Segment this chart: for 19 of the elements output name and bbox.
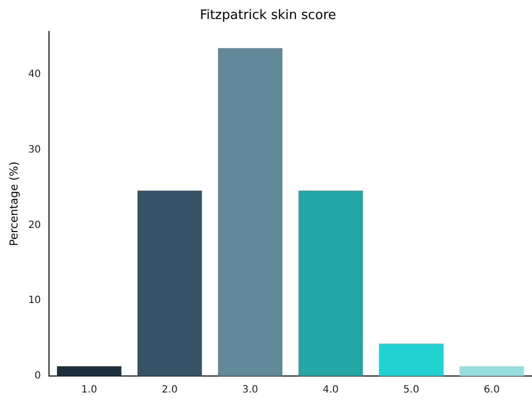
y-tick-label: 20 [28,220,41,231]
x-tick-label: 2.0 [162,384,178,396]
x-tick-label: 3.0 [242,384,258,396]
bar [218,48,282,376]
y-tick-label: 30 [28,144,41,156]
y-tick-label: 0 [34,370,41,382]
chart-title: Fitzpatrick skin score [200,8,336,24]
y-tick-label: 10 [28,295,41,306]
x-tick-label: 4.0 [322,384,339,396]
bar [298,190,363,376]
y-axis-title: Percentage (%) [7,162,20,246]
bar [137,190,202,376]
y-tick-label: 40 [28,69,41,80]
bar [379,344,444,376]
bar [56,366,122,376]
x-tick-label: 6.0 [484,384,500,396]
bar [460,366,524,376]
x-tick-label: 1.0 [81,384,98,396]
x-tick-label: 5.0 [403,384,420,396]
